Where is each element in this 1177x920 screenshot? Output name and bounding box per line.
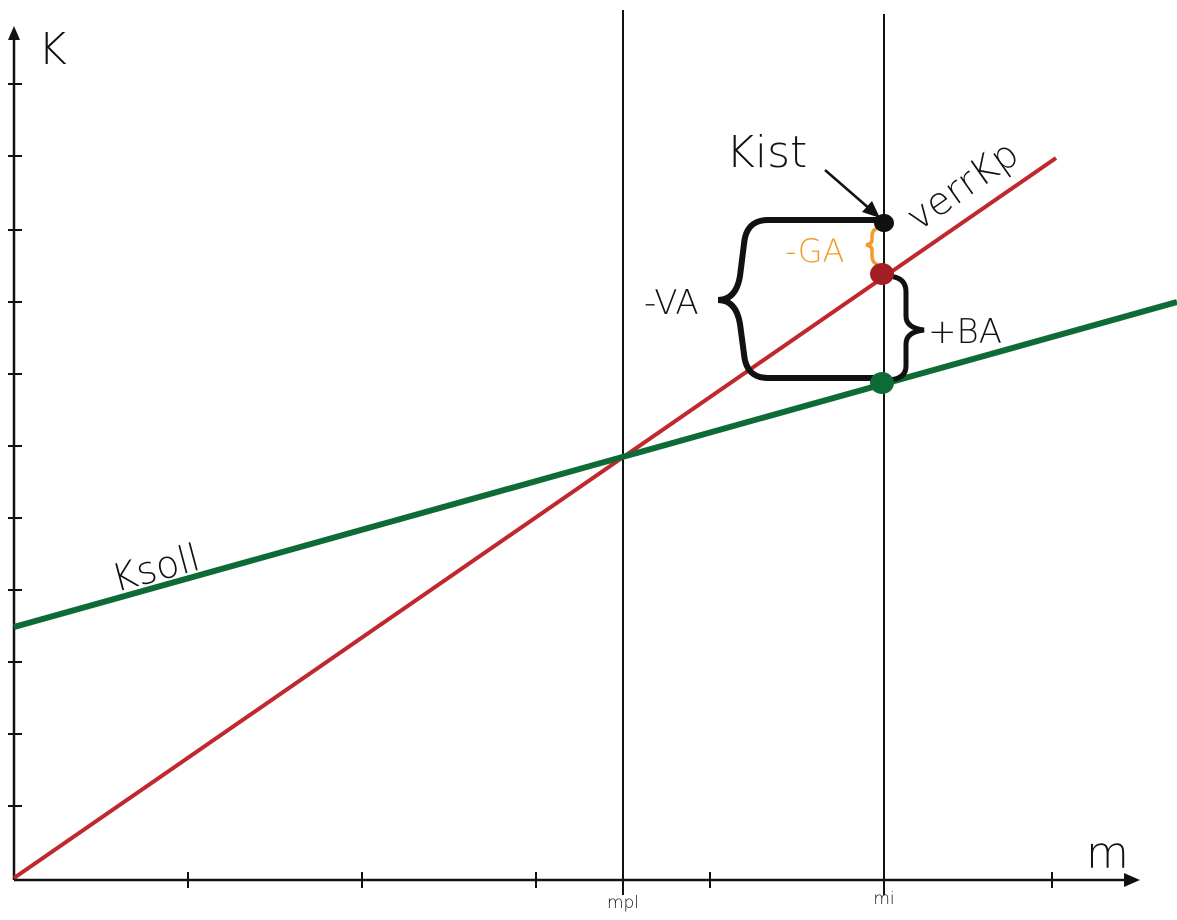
va-brace [717,217,885,381]
y-axis-label: K [38,24,67,75]
x-axis-label: m [1086,828,1129,879]
ksoll-line-label: Ksoll [107,535,204,601]
ksoll-point [870,372,894,394]
x-axis-arrow-icon [1124,873,1140,887]
verrkp-point [870,263,894,285]
ga-brace [865,226,883,268]
kist-point [874,214,894,232]
verrkp-line [12,156,1058,880]
x-tick-label-mpl: mpl [607,893,639,913]
ksoll-line [13,299,1177,630]
x-axis-ticks [187,872,1053,888]
ga-label: -GA [785,232,844,270]
x-tick-label-mi: mi [873,889,894,909]
ba-brace [883,273,925,383]
va-label: -VA [644,283,699,323]
ba-label: +BA [928,312,1002,352]
kist-arrow-head-icon [862,201,880,218]
y-axis-ticks [8,83,22,807]
kist-arrow [824,169,872,211]
kist-label: Kist [726,127,807,178]
y-axis-arrow-icon [8,26,20,40]
